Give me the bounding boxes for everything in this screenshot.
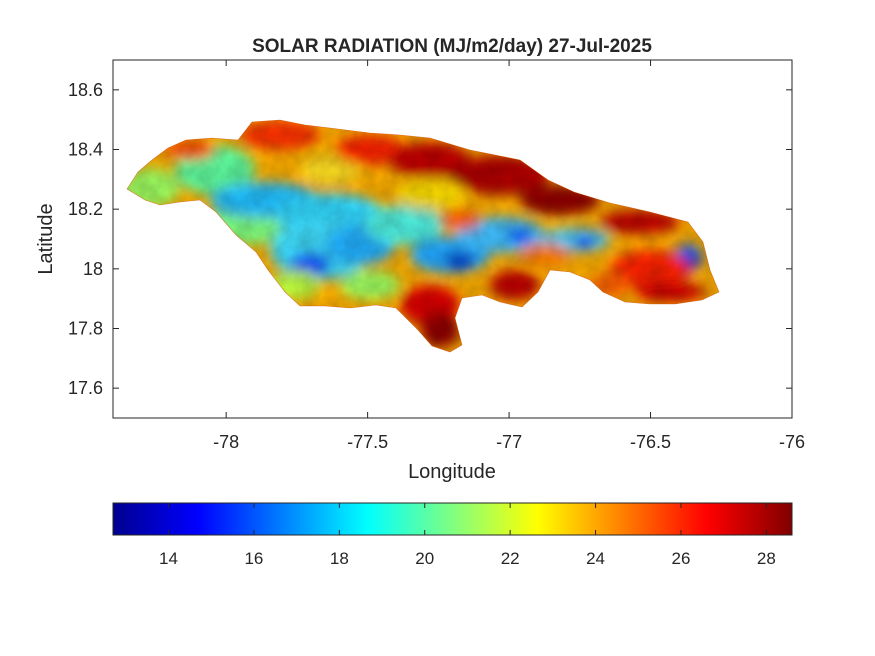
colorbar-tick-label: 28: [757, 549, 776, 568]
colorbar-tick-label: 20: [415, 549, 434, 568]
y-axis-label: Latitude: [35, 203, 57, 274]
colorbar: [112, 502, 793, 536]
colorbar-tick-label: 16: [244, 549, 263, 568]
x-tick-label: -76.5: [630, 432, 671, 452]
y-tick-label: 17.6: [68, 378, 103, 398]
x-tick-label: -78: [213, 432, 239, 452]
x-tick-label: -76: [779, 432, 805, 452]
y-tick-label: 18.6: [68, 80, 103, 100]
y-tick-label: 18: [83, 259, 103, 279]
x-tick-label: -77: [496, 432, 522, 452]
colorbar-axis: 14 16 18 20 22 24 26 28: [159, 503, 776, 568]
x-axis-label: Longitude: [408, 461, 496, 483]
colorbar-tick-label: 22: [501, 549, 520, 568]
colorbar-tick-label: 18: [330, 549, 349, 568]
x-tick-label: -77.5: [347, 432, 388, 452]
y-axis: 18.6 18.4 18.2 18 17.8 17.6: [68, 80, 792, 398]
colorbar-tick-label: 26: [672, 549, 691, 568]
y-tick-label: 18.2: [68, 199, 103, 219]
x-axis: -78 -77.5 -77 -76.5 -76: [213, 60, 805, 452]
chart-title: SOLAR RADIATION (MJ/m2/day) 27-Jul-2025: [252, 36, 652, 57]
colorbar-tick-label: 24: [586, 549, 605, 568]
y-tick-label: 17.8: [68, 319, 103, 339]
y-tick-label: 18.4: [68, 140, 103, 160]
colorbar-tick-label: 14: [159, 549, 178, 568]
